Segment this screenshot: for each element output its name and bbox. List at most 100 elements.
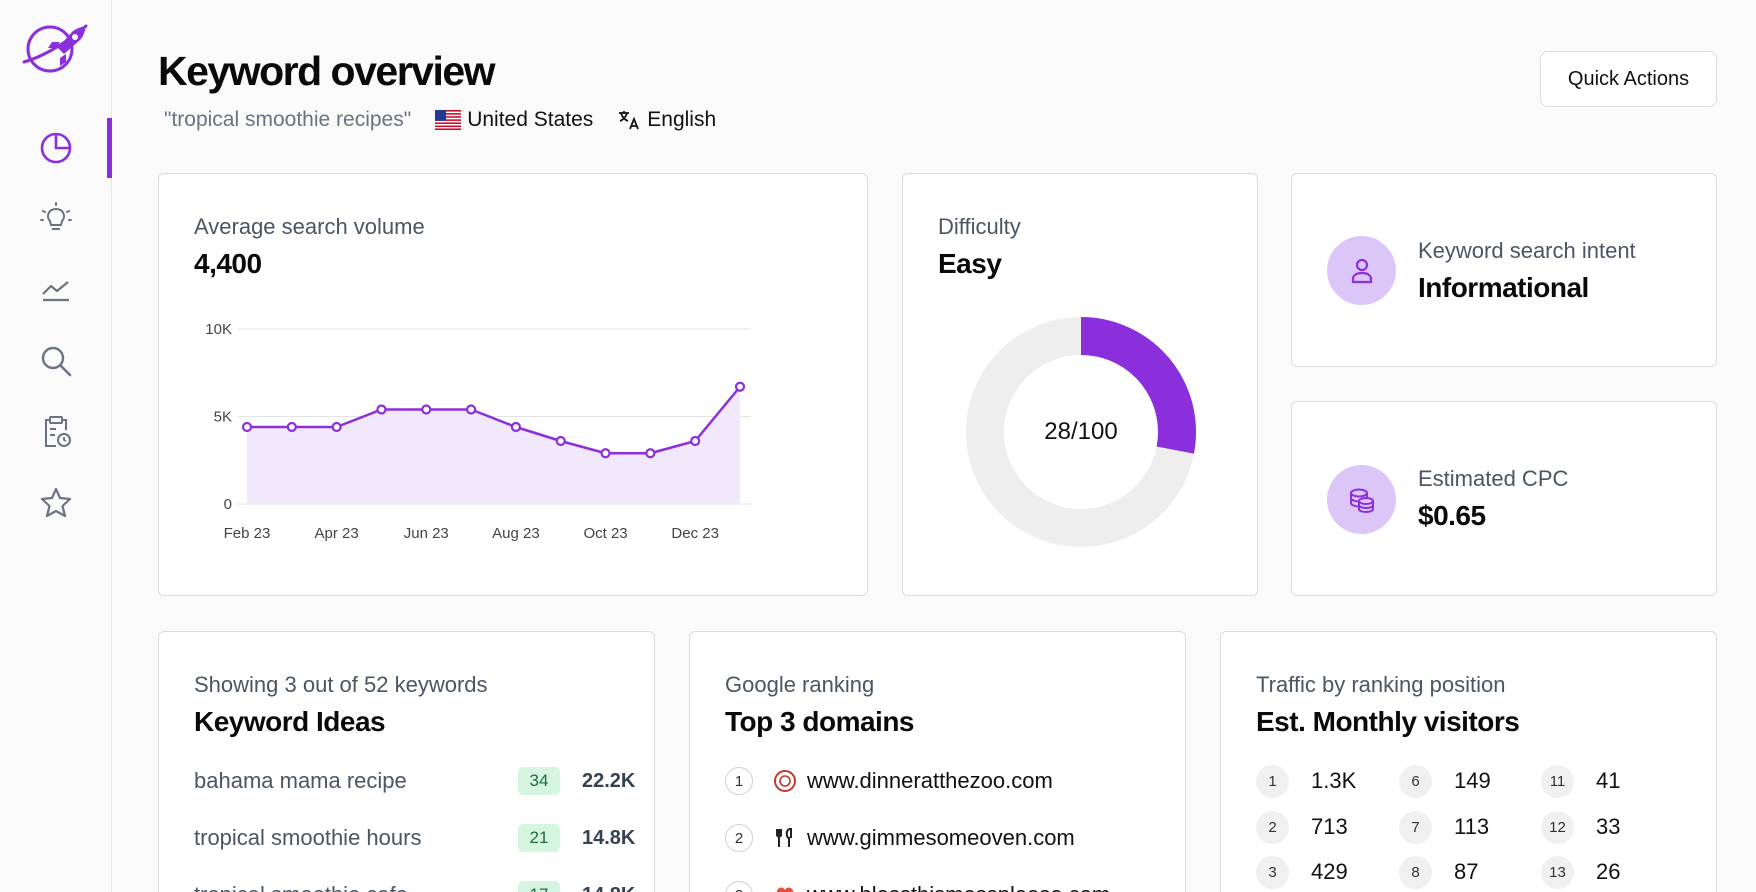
- pie-chart-icon: [40, 132, 72, 164]
- keyword-ideas-card: Showing 3 out of 52 keywords Keyword Ide…: [158, 631, 655, 892]
- list-item[interactable]: tropical smoothie cafe 17 14.8K: [194, 875, 635, 892]
- domain-link[interactable]: www.blessthismessplease.com: [807, 882, 1110, 892]
- search-intent-label: Keyword search intent: [1418, 238, 1636, 263]
- rank-number: 1: [725, 767, 753, 795]
- cpc-value: $0.65: [1418, 500, 1486, 531]
- keyword-text: "tropical smoothie recipes": [164, 108, 412, 131]
- data-point: [690, 435, 701, 447]
- list-item[interactable]: 1 www.dinneratthezoo.com: [725, 761, 1053, 801]
- idea-volume: 14.8K: [582, 884, 635, 892]
- translate-icon: [619, 111, 640, 130]
- position-visitors: 33: [1596, 814, 1621, 839]
- x-tick-label: Dec 23: [671, 525, 719, 542]
- difficulty-score: 28/100: [1044, 418, 1118, 445]
- list-item[interactable]: 3 www.blessthismessplease.com: [725, 875, 1110, 892]
- series-line: [247, 385, 741, 455]
- us-flag-icon: [435, 110, 462, 130]
- list-item[interactable]: 2 www.gimmesomeoven.com: [725, 818, 1075, 858]
- search-volume-label: Average search volume: [194, 214, 425, 239]
- difficulty-donut: [966, 317, 1196, 547]
- data-point: [421, 404, 432, 415]
- position-number: 11: [1541, 764, 1574, 798]
- traffic-label: Traffic by ranking position: [1256, 672, 1506, 697]
- star-icon: [40, 487, 72, 518]
- idea-keyword: tropical smoothie hours: [194, 825, 422, 850]
- position-visitors: 87: [1454, 859, 1479, 884]
- x-tick-label: Aug 23: [492, 525, 540, 542]
- heart-favicon-icon: [773, 883, 797, 892]
- traffic-position-item: 8 87: [1399, 852, 1478, 892]
- domain-link[interactable]: www.gimmesomeoven.com: [807, 825, 1075, 850]
- page-title: Keyword overview: [158, 48, 496, 94]
- position-number: 2: [1256, 810, 1289, 844]
- position-visitors: 429: [1311, 859, 1348, 884]
- data-point: [600, 448, 611, 459]
- traffic-position-item: 3 429: [1256, 852, 1348, 892]
- data-point: [645, 448, 656, 459]
- person-icon: [1327, 236, 1396, 305]
- quick-actions-button[interactable]: Quick Actions: [1540, 51, 1717, 107]
- list-item[interactable]: tropical smoothie hours 21 14.8K: [194, 818, 635, 858]
- position-number: 6: [1399, 764, 1432, 798]
- lightbulb-icon: [40, 202, 72, 230]
- kd-badge: 21: [518, 824, 560, 852]
- fork-knife-favicon-icon: [773, 826, 797, 850]
- data-point: [510, 421, 522, 433]
- sidebar: [0, 0, 112, 892]
- traffic-title: Est. Monthly visitors: [1256, 706, 1520, 737]
- position-visitors: 113: [1454, 814, 1490, 839]
- difficulty-label: Difficulty: [938, 214, 1021, 239]
- rocket-logo-icon[interactable]: [20, 18, 92, 74]
- clipboard-clock-icon: [45, 416, 71, 447]
- list-item[interactable]: bahama mama recipe 34 22.2K: [194, 761, 636, 801]
- traffic-card: Traffic by ranking position Est. Monthly…: [1220, 631, 1717, 892]
- position-number: 1: [1256, 764, 1289, 798]
- sidebar-item-ideas[interactable]: [0, 189, 112, 249]
- domain-link[interactable]: www.dinneratthezoo.com: [807, 768, 1053, 793]
- search-volume-card: Average search volume 4,400 0 5K 10K Feb 23…: [158, 173, 868, 596]
- position-number: 13: [1541, 855, 1574, 889]
- coins-icon: [1327, 465, 1396, 534]
- x-tick-label: Oct 23: [583, 525, 627, 542]
- y-tick-label: 0: [224, 496, 232, 513]
- search-intent-value: Informational: [1418, 272, 1589, 303]
- idea-volume: 22.2K: [582, 769, 636, 792]
- position-visitors: 26: [1596, 859, 1621, 884]
- kd-badge: 34: [518, 767, 560, 795]
- keyword-context: "tropical smoothie recipes" United State…: [164, 108, 716, 132]
- position-number: 8: [1399, 855, 1432, 889]
- traffic-position-item: 12 33: [1541, 807, 1620, 847]
- cpc-card: Estimated CPC $0.65: [1291, 401, 1717, 596]
- search-icon: [41, 346, 72, 377]
- traffic-position-item: 7 113: [1399, 807, 1489, 847]
- traffic-position-item: 13 26: [1541, 852, 1620, 892]
- language-label: English: [647, 108, 717, 131]
- kd-badge: 17: [518, 881, 560, 892]
- sidebar-item-favorites[interactable]: [0, 473, 112, 533]
- data-point: [331, 421, 342, 433]
- sidebar-item-reports[interactable]: [0, 402, 112, 462]
- country-selector[interactable]: United States: [435, 108, 593, 132]
- data-point: [286, 421, 297, 433]
- y-tick-label: 10K: [205, 321, 232, 338]
- sidebar-item-overview[interactable]: [0, 118, 112, 178]
- x-tick-label: Apr 23: [315, 525, 359, 542]
- search-volume-value: 4,400: [194, 248, 262, 279]
- y-tick-label: 5K: [214, 409, 232, 426]
- position-number: 7: [1399, 810, 1432, 844]
- search-volume-chart: 0 5K 10K Feb 23 Apr 23 Jun 23 Aug 23 Oct 23 Dec …: [205, 321, 751, 542]
- position-number: 3: [1256, 855, 1289, 889]
- difficulty-card: Difficulty Easy 28/100: [902, 173, 1258, 596]
- position-visitors: 41: [1596, 768, 1621, 793]
- domains-title: Top 3 domains: [725, 706, 915, 737]
- data-point: [734, 381, 746, 392]
- position-number: 12: [1541, 810, 1574, 844]
- traffic-position-item: 1 1.3K: [1256, 761, 1356, 801]
- language-selector[interactable]: English: [617, 108, 716, 132]
- trend-line-icon: [42, 281, 69, 302]
- rank-number: 3: [725, 881, 753, 892]
- difficulty-value: Easy: [938, 248, 1002, 279]
- idea-keyword: bahama mama recipe: [194, 768, 407, 793]
- sidebar-item-trends[interactable]: [0, 260, 112, 320]
- sidebar-item-search[interactable]: [0, 331, 112, 391]
